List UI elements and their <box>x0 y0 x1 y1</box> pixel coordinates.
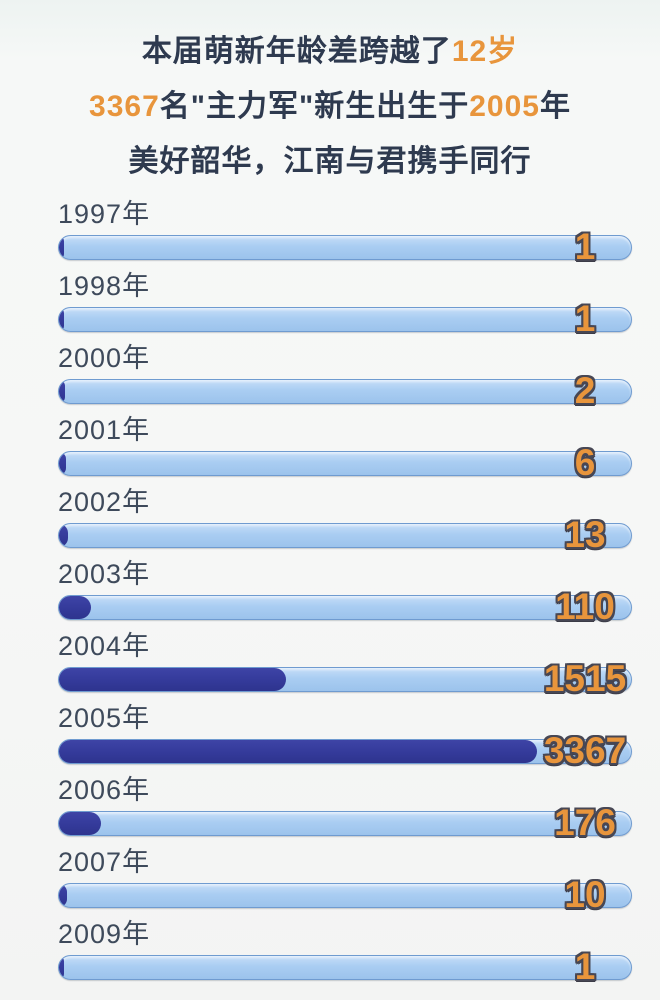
bar-fill <box>59 884 67 907</box>
chart-row: 2004年 1515 <box>58 631 632 699</box>
bar-value: 3367 <box>543 729 627 771</box>
chart-row: 1997年 1 <box>58 199 632 267</box>
bar-value: 2 <box>574 369 596 411</box>
bar-track: 2 <box>58 370 632 411</box>
bar-track-clip <box>59 884 631 907</box>
bar-track-clip <box>59 740 631 763</box>
year-label: 1997年 <box>58 199 151 229</box>
bar-value: 1 <box>574 945 596 987</box>
year-label: 2002年 <box>58 487 151 517</box>
bar-fill <box>59 956 64 979</box>
chart-row: 2007年 10 <box>58 847 632 915</box>
bar-value: 1 <box>574 297 596 339</box>
bar-value: 10 <box>564 873 606 915</box>
year-label: 2006年 <box>58 775 151 805</box>
bar-fill <box>59 524 69 547</box>
bar-track: 13 <box>58 514 632 555</box>
title-text: 年 <box>539 90 571 123</box>
bar-track: 1515 <box>58 658 632 699</box>
bar-value: 1 <box>574 225 596 267</box>
bar-value: 13 <box>564 513 606 555</box>
bar-value: 6 <box>574 441 596 483</box>
title-text: 名"主力军"新生出生于 <box>159 90 470 123</box>
bar-fill <box>59 452 66 475</box>
title-block: 本届萌新年龄差跨越了12岁 3367名"主力军"新生出生于2005年 美好韶华，江南… <box>0 0 660 189</box>
bar-track: 1 <box>58 298 632 339</box>
bar-track-clip <box>59 812 631 835</box>
year-label: 2005年 <box>58 703 151 733</box>
title-text: 美好韶华，江南与君携手同行 <box>128 145 532 178</box>
title-line: 美好韶华，江南与君携手同行 <box>0 134 660 189</box>
bar-value: 176 <box>554 801 616 843</box>
bar-track-clip <box>59 956 631 979</box>
bar-track: 1 <box>58 226 632 267</box>
bar-track: 110 <box>58 586 632 627</box>
title-highlight: 3367 <box>89 90 160 123</box>
chart-row: 2006年 176 <box>58 775 632 843</box>
bar-track: 176 <box>58 802 632 843</box>
chart-row: 2001年 6 <box>58 415 632 483</box>
bar-track-clip <box>59 668 631 691</box>
bar-value: 110 <box>555 585 615 627</box>
year-label: 2009年 <box>58 919 151 949</box>
bar-fill <box>59 812 101 835</box>
chart-row: 2000年 2 <box>58 343 632 411</box>
bar-track-clip <box>59 380 631 403</box>
title-highlight: 12岁 <box>451 35 519 68</box>
year-label: 2007年 <box>58 847 151 877</box>
year-label: 1998年 <box>58 271 151 301</box>
bar-fill <box>59 308 64 331</box>
year-label: 2004年 <box>58 631 151 661</box>
bar-fill <box>59 380 65 403</box>
bar-track-clip <box>59 452 631 475</box>
bar-fill <box>59 668 287 691</box>
year-label: 2003年 <box>58 559 151 589</box>
year-label: 2001年 <box>58 415 151 445</box>
chart-row: 2009年 1 <box>58 919 632 987</box>
title-line: 3367名"主力军"新生出生于2005年 <box>0 79 660 134</box>
chart-row: 2003年 110 <box>58 559 632 627</box>
bar-fill <box>59 236 64 259</box>
year-label: 2000年 <box>58 343 151 373</box>
bar-fill <box>59 596 92 619</box>
bar-track: 3367 <box>58 730 632 771</box>
chart-row: 1998年 1 <box>58 271 632 339</box>
bar-track: 6 <box>58 442 632 483</box>
bar-fill <box>59 740 537 763</box>
bar-value: 1515 <box>543 657 627 699</box>
chart-row: 2002年 13 <box>58 487 632 555</box>
bar-track-clip <box>59 308 631 331</box>
title-line: 本届萌新年龄差跨越了12岁 <box>0 24 660 79</box>
bar-track: 1 <box>58 946 632 987</box>
bar-track: 10 <box>58 874 632 915</box>
title-text: 本届萌新年龄差跨越了 <box>141 35 452 68</box>
title-highlight: 2005 <box>469 90 540 123</box>
chart-row: 2005年 3367 <box>58 703 632 771</box>
bar-track-clip <box>59 236 631 259</box>
bar-chart: 1997年 1 1998年 1 2000年 2 2001年 <box>0 199 660 987</box>
bar-track-clip <box>59 524 631 547</box>
bar-track-clip <box>59 596 631 619</box>
